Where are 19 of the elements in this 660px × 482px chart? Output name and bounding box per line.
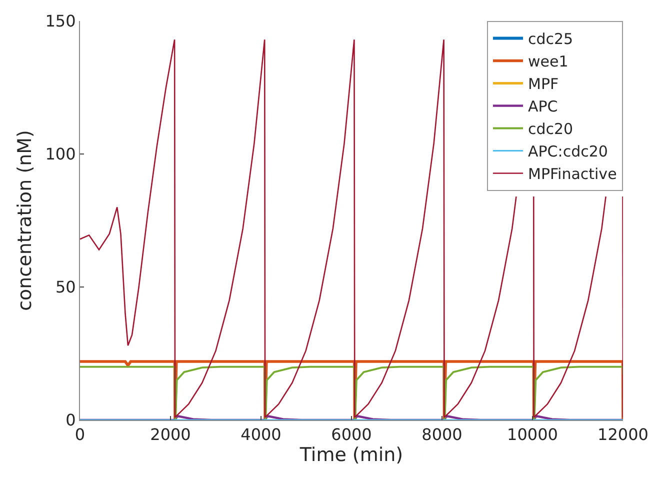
x-tick-label: 12000 [598,425,648,444]
legend-label: cdc25 [528,30,574,48]
x-axis-title: Time (min) [298,444,404,466]
legend-label: wee1 [528,52,568,71]
x-tick-label: 10000 [507,425,558,444]
x-tick-label: 6000 [331,425,372,444]
y-tick-label: 50 [55,278,76,297]
y-tick-label: 150 [45,12,76,31]
legend-label: APC [528,98,558,116]
y-axis-title: concentration (nM) [14,130,36,311]
legend-label: cdc20 [528,120,574,138]
y-tick-label: 100 [45,144,76,164]
x-tick-label: 2000 [150,425,191,444]
y-tick-label: 0 [66,410,76,430]
x-tick-label: 8000 [422,425,462,444]
legend-label: MPF [528,75,559,94]
x-tick-label: 4000 [240,425,282,444]
legend-label: MPFinactive [528,165,617,184]
legend-label: APC:cdc20 [528,142,608,161]
